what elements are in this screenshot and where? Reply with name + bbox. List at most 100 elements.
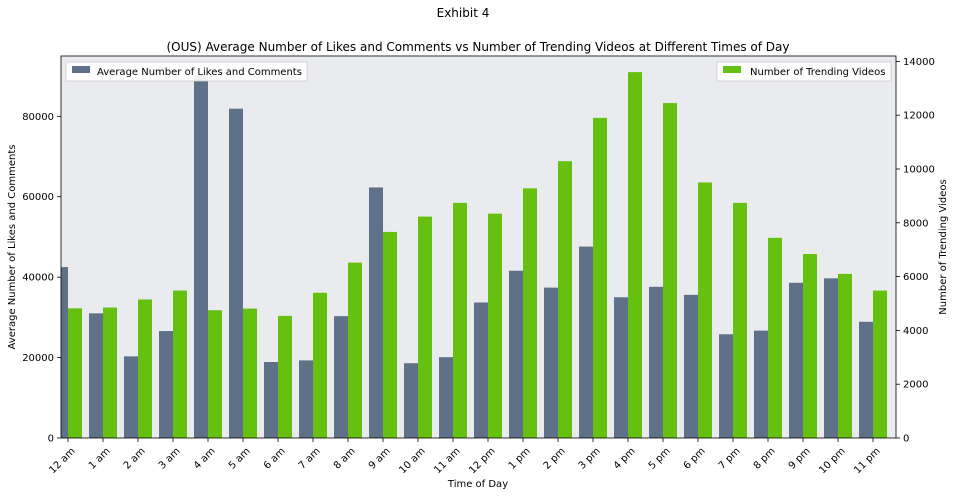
x-tick-label: 1 pm	[507, 446, 533, 472]
bar-trending-12-am	[68, 308, 82, 438]
bar-trending-6-pm	[698, 182, 712, 438]
bar-trending-7-pm	[733, 202, 747, 438]
bar-trending-4-am	[208, 310, 222, 438]
left-y-axis-label: Average Number of Likes and Comments	[7, 145, 18, 350]
x-tick-label: 2 pm	[542, 446, 568, 472]
x-tick-label: 3 am	[157, 446, 183, 472]
bar-likes-7-am	[299, 360, 313, 438]
right-y-axis-label: Number of Trending Videos	[938, 179, 949, 314]
legend-trending-box	[716, 61, 892, 82]
x-tick-label: 10 pm	[817, 446, 847, 476]
plot-frame	[60, 55, 897, 439]
bar-likes-1-pm	[509, 270, 523, 438]
x-tick-label: 9 pm	[787, 446, 813, 472]
x-tick-label: 5 am	[227, 446, 253, 472]
bar-likes-4-am	[194, 74, 208, 438]
x-tick-label: 6 pm	[682, 446, 708, 472]
bar-trending-10-am	[418, 216, 432, 438]
x-tick-label: 4 pm	[612, 446, 638, 472]
bar-trending-2-pm	[558, 161, 572, 438]
x-tick-label: 6 am	[262, 446, 288, 472]
bar-trending-9-pm	[803, 253, 817, 438]
bar-likes-4-pm	[614, 297, 628, 438]
x-tick-label: 8 am	[332, 446, 358, 472]
bar-trending-7-am	[313, 292, 327, 438]
x-tick-label: 11 pm	[852, 446, 882, 476]
x-tick-label: 12 am	[47, 446, 77, 476]
bar-likes-5-am	[229, 108, 243, 438]
left-tick-label: 80000	[22, 112, 54, 123]
left-axis: 0 20000 40000 60000 80000	[22, 112, 61, 445]
right-axis: 0 2000 4000 6000 8000 10000 12000 14000	[896, 57, 935, 445]
bar-trending-8-am	[348, 262, 362, 438]
x-axis: 12 am 1 am 2 am 3 am 4 am 5 am 6 am 7 am 8 am 9 a…	[47, 438, 883, 476]
x-tick-label: 5 pm	[647, 446, 673, 472]
bar-likes-9-am	[369, 187, 383, 438]
right-tick-label: 2000	[903, 380, 928, 391]
left-tick-label: 20000	[22, 353, 54, 364]
bar-trending-1-pm	[523, 188, 537, 438]
legend-likes-swatch	[72, 66, 90, 73]
chart-title: (OUS) Average Number of Likes and Commen…	[166, 40, 789, 54]
bar-likes-8-pm	[754, 330, 768, 438]
bar-likes-10-am	[404, 363, 418, 438]
bar-likes-11-pm	[859, 321, 873, 438]
right-tick-label: 12000	[903, 111, 935, 122]
bar-likes-8-am	[334, 316, 348, 438]
x-tick-label: 7 pm	[717, 446, 743, 472]
x-tick-label: 11 am	[432, 446, 462, 476]
left-tick-label: 40000	[22, 273, 54, 284]
bar-trending-3-pm	[593, 117, 607, 438]
bar-trending-11-pm	[873, 290, 887, 438]
bar-trending-9-am	[383, 231, 397, 438]
bar-likes-12-am	[61, 267, 68, 438]
legend-trending-swatch	[723, 66, 741, 73]
x-tick-label: 3 pm	[577, 446, 603, 472]
bars-layer	[61, 72, 887, 438]
bar-likes-10-pm	[824, 278, 838, 438]
x-axis-label: Time of Day	[447, 479, 508, 490]
bar-likes-9-pm	[789, 282, 803, 438]
bar-likes-5-pm	[649, 286, 663, 438]
bar-likes-6-am	[264, 362, 278, 438]
x-tick-label: 8 pm	[752, 446, 778, 472]
bar-likes-2-am	[124, 356, 138, 438]
bar-likes-3-am	[159, 331, 173, 438]
bar-trending-5-pm	[663, 103, 677, 438]
bar-trending-1-am	[103, 307, 117, 438]
right-tick-label: 6000	[903, 272, 928, 283]
x-tick-label: 4 am	[192, 446, 218, 472]
bar-trending-11-am	[453, 202, 467, 438]
right-tick-label: 14000	[903, 57, 935, 68]
bar-likes-6-pm	[684, 294, 698, 438]
bar-trending-6-am	[278, 315, 292, 438]
x-tick-label: 7 am	[297, 446, 323, 472]
legend-trending: Number of Trending Videos	[716, 61, 892, 82]
bar-trending-4-pm	[628, 72, 642, 438]
figure-suptitle: Exhibit 4	[437, 6, 490, 20]
right-tick-label: 4000	[903, 326, 928, 337]
left-tick-label: 60000	[22, 192, 54, 203]
x-tick-label: 1 am	[87, 446, 113, 472]
left-tick-label: 0	[48, 434, 54, 445]
bar-trending-12-pm	[488, 213, 502, 438]
bar-trending-8-pm	[768, 237, 782, 438]
bar-likes-2-pm	[544, 287, 558, 438]
x-tick-label: 10 am	[397, 446, 427, 476]
bar-likes-7-pm	[719, 334, 733, 438]
bar-trending-2-am	[138, 299, 152, 438]
bar-likes-12-pm	[474, 302, 488, 438]
bar-trending-5-am	[243, 308, 257, 438]
right-tick-label: 0	[903, 434, 909, 445]
legend-likes-label: Average Number of Likes and Comments	[97, 67, 302, 78]
x-tick-label: 2 am	[122, 446, 148, 472]
right-tick-label: 10000	[903, 164, 935, 175]
legend-likes-box	[65, 61, 308, 82]
legend-likes: Average Number of Likes and Comments	[65, 61, 308, 82]
bar-trending-3-am	[173, 290, 187, 438]
bar-likes-11-am	[439, 357, 453, 438]
x-tick-label: 9 am	[367, 446, 393, 472]
bar-trending-10-pm	[838, 273, 852, 438]
